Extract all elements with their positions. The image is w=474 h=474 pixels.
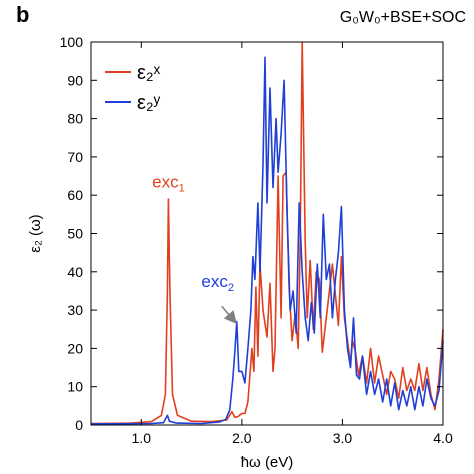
annotation-exc2: exc2 <box>201 272 234 294</box>
x-tick-label: 4.0 <box>433 430 453 446</box>
legend-label: ε₂ˣ <box>137 62 161 84</box>
legend: ε₂ˣ ε₂ʸ <box>105 62 161 114</box>
y-tick-label: 100 <box>60 34 84 50</box>
y-tick-label: 50 <box>67 226 83 242</box>
legend-label: ε₂ʸ <box>137 92 161 114</box>
x-tick-label: 2.0 <box>232 430 252 446</box>
axes-layer: 1.0 2.0 3.0 4.0 0 10 20 30 40 50 60 70 80 90 100 ħω (eV… <box>27 34 453 471</box>
series-layer <box>90 41 444 425</box>
y-tick-label: 10 <box>67 379 83 395</box>
y-tick-label: 0 <box>75 417 83 433</box>
series-line-x <box>90 41 444 425</box>
x-tick-label: 1.0 <box>132 430 152 446</box>
annotations: exc1 exc2 <box>152 173 237 325</box>
y-tick-label: 60 <box>67 187 83 203</box>
annotation-exc1: exc1 <box>152 173 185 195</box>
x-axis-title: ħω (eV) <box>241 454 294 471</box>
y-tick-label: 20 <box>67 340 83 356</box>
y-tick-label: 90 <box>67 72 83 88</box>
y-tick-label: 40 <box>67 264 83 280</box>
y-tick-label: 70 <box>67 149 83 165</box>
method-label: G₀W₀+BSE+SOC <box>340 9 466 26</box>
series-line-y <box>90 56 444 425</box>
y-axis-title: ε₂ (ω) <box>27 214 44 252</box>
y-tick-label: 80 <box>67 111 83 127</box>
panel-label: b <box>16 2 29 27</box>
y-tick-label: 30 <box>67 302 83 318</box>
x-tick-label: 3.0 <box>333 430 353 446</box>
annotation-arrow <box>221 305 237 325</box>
